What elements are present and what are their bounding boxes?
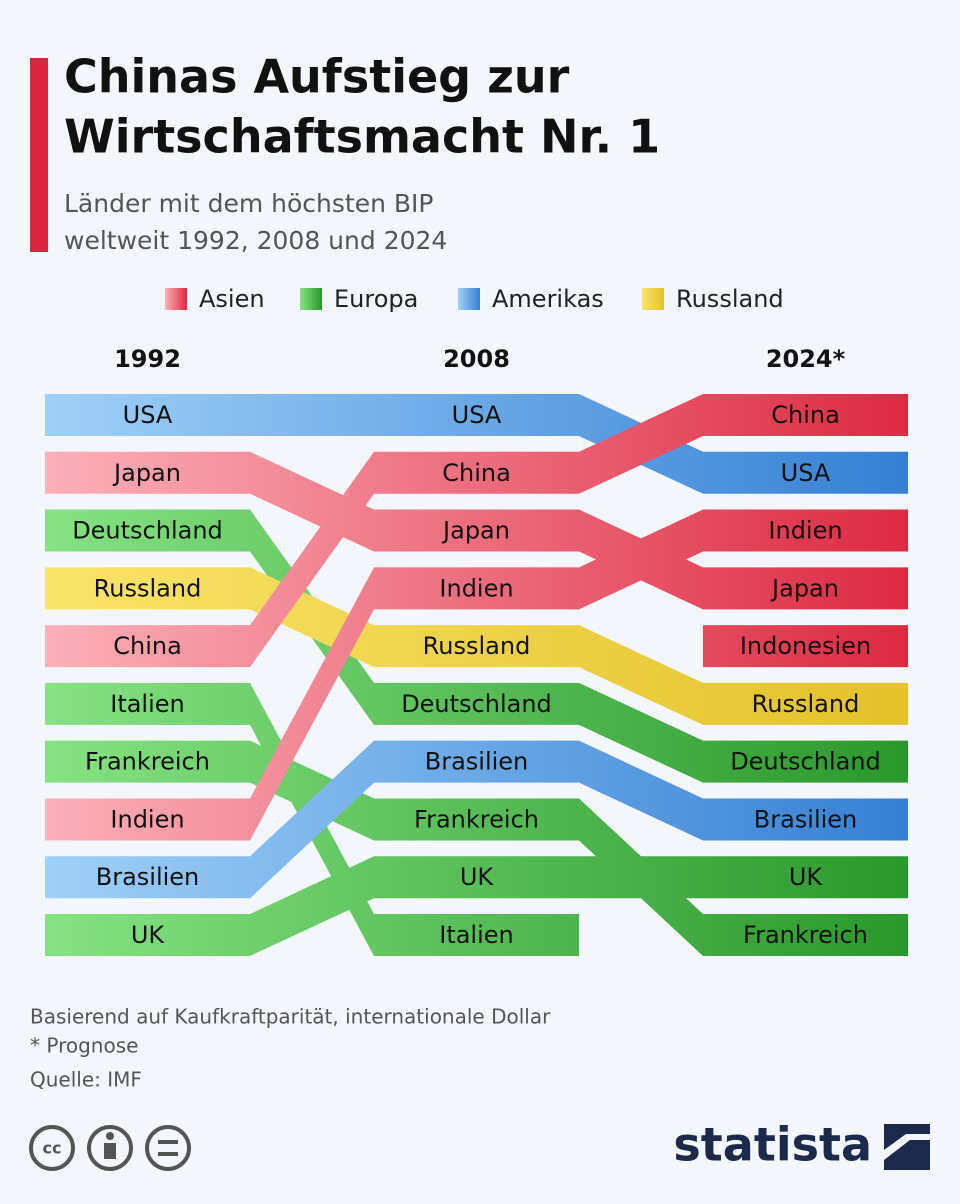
band-label: USA (781, 459, 831, 487)
legend-swatch (642, 288, 664, 310)
brand: statista (673, 1118, 872, 1172)
legend-swatch (165, 288, 187, 310)
band-label: Frankreich (414, 805, 539, 833)
legend-label: Asien (199, 285, 265, 313)
note: Basierend auf Kaufkraftparität, internat… (30, 1005, 551, 1029)
band (45, 394, 908, 668)
title: Wirtschaftsmacht Nr. 1 (64, 110, 660, 164)
band (45, 856, 908, 956)
band-label: UK (789, 863, 824, 891)
band-label: Indonesien (740, 632, 871, 660)
title: Chinas Aufstieg zur (64, 50, 570, 104)
legend-item: Asien (165, 285, 265, 313)
band-label: China (442, 459, 511, 487)
band-label: Brasilien (425, 748, 529, 776)
band-label: UK (460, 863, 495, 891)
x-tick-label: 2008 (443, 345, 510, 373)
band-label: Frankreich (85, 748, 210, 776)
x-tick-label: 1992 (114, 345, 181, 373)
band-label: Japan (112, 459, 181, 487)
band (45, 451, 908, 610)
license-icons: cc (29, 1125, 191, 1171)
band-label: UK (131, 921, 166, 949)
band (45, 509, 908, 841)
band-label: Indien (768, 517, 842, 545)
band-label: Italien (110, 690, 185, 718)
brand-icon (884, 1124, 930, 1170)
band-label: Russland (94, 574, 202, 602)
legend-label: Amerikas (492, 285, 604, 313)
band-label: USA (452, 401, 502, 429)
x-tick-label: 2024* (766, 345, 846, 373)
band-label: Brasilien (96, 863, 200, 891)
band-label: Russland (752, 690, 860, 718)
legend-item: Europa (300, 285, 418, 313)
subtitle: weltweit 1992, 2008 und 2024 (64, 226, 447, 255)
band-label: Deutschland (401, 690, 552, 718)
legend-label: Russland (676, 285, 784, 313)
band-label: Deutschland (72, 517, 223, 545)
band-label: Japan (441, 517, 510, 545)
band-label: Deutschland (730, 748, 881, 776)
source: Quelle: IMF (30, 1068, 142, 1092)
legend-item: Russland (642, 285, 784, 313)
legend-label: Europa (334, 285, 418, 313)
band (45, 740, 908, 956)
legend-swatch (300, 288, 322, 310)
band (45, 509, 908, 783)
title-accent (30, 58, 48, 252)
band (45, 394, 908, 494)
band-label: China (771, 401, 840, 429)
band-label: Brasilien (754, 805, 858, 833)
band-label: China (113, 632, 182, 660)
band-label: Russland (423, 632, 531, 660)
band-label: Japan (770, 574, 839, 602)
band-label: Indien (110, 805, 184, 833)
note: * Prognose (30, 1034, 138, 1058)
band-label: Frankreich (743, 921, 868, 949)
band-label: Italien (439, 921, 514, 949)
band (45, 740, 908, 899)
legend-swatch (458, 288, 480, 310)
band (703, 625, 908, 668)
legend-item: Amerikas (458, 285, 604, 313)
subtitle: Länder mit dem höchsten BIP (64, 189, 434, 218)
svg-text:cc: cc (43, 1139, 62, 1158)
band-label: USA (123, 401, 173, 429)
band (45, 567, 908, 725)
band-label: Indien (439, 574, 513, 602)
